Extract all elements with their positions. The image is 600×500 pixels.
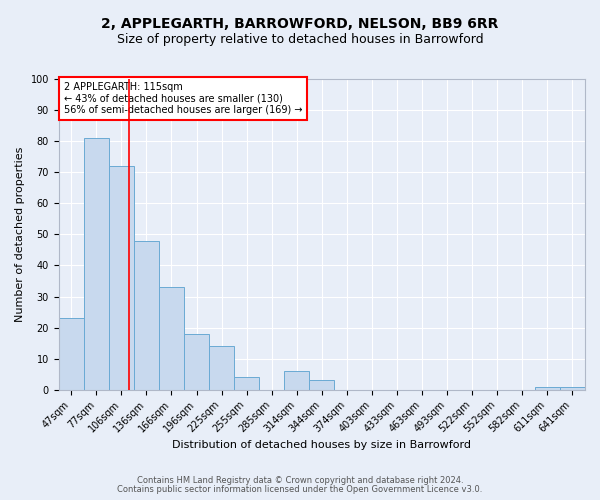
Bar [560,386,585,390]
Text: Size of property relative to detached houses in Barrowford: Size of property relative to detached ho… [116,32,484,46]
Bar [109,166,134,390]
Text: 2 APPLEGARTH: 115sqm
← 43% of detached houses are smaller (130)
56% of semi-deta: 2 APPLEGARTH: 115sqm ← 43% of detached h… [64,82,302,116]
Bar [159,287,184,390]
Bar [284,371,309,390]
Bar [59,318,84,390]
Bar [134,240,159,390]
Y-axis label: Number of detached properties: Number of detached properties [15,146,25,322]
Text: Contains public sector information licensed under the Open Government Licence v3: Contains public sector information licen… [118,485,482,494]
X-axis label: Distribution of detached houses by size in Barrowford: Distribution of detached houses by size … [172,440,472,450]
Bar [184,334,209,390]
Bar [535,386,560,390]
Bar [309,380,334,390]
Bar [234,378,259,390]
Text: Contains HM Land Registry data © Crown copyright and database right 2024.: Contains HM Land Registry data © Crown c… [137,476,463,485]
Text: 2, APPLEGARTH, BARROWFORD, NELSON, BB9 6RR: 2, APPLEGARTH, BARROWFORD, NELSON, BB9 6… [101,18,499,32]
Bar [84,138,109,390]
Bar [209,346,234,390]
